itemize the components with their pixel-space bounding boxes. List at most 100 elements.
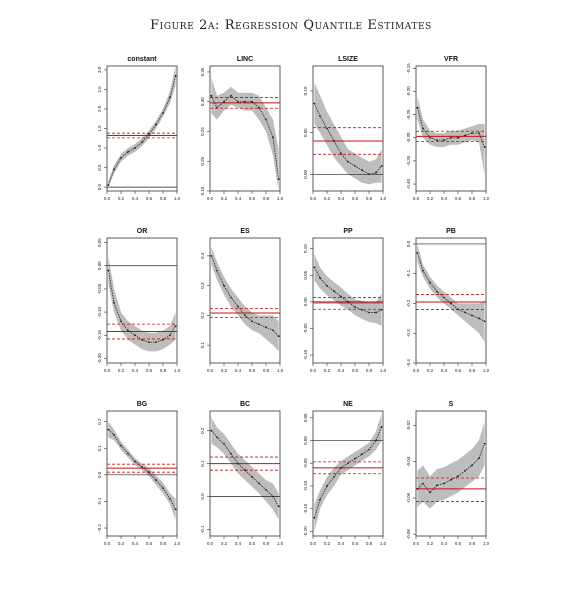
quantile-point xyxy=(443,139,445,142)
y-tick-label: 1.0 xyxy=(97,144,102,151)
y-tick-label: 2.5 xyxy=(97,86,102,93)
quantile-point xyxy=(251,100,253,103)
quantile-point xyxy=(375,311,377,314)
quantile-point xyxy=(354,165,356,167)
x-tick-label: 0.0 xyxy=(413,196,420,201)
y-tick-label: -0.05 xyxy=(303,323,308,334)
x-tick-label: 0.8 xyxy=(469,368,476,373)
x-tick-label: 1.0 xyxy=(174,196,181,201)
quantile-point xyxy=(277,178,280,181)
panel-or: OR -0.20 -0.15 -0.10 -0.05 0.00 0.05 0.0 0.2 0.4 0… xyxy=(97,228,181,373)
y-tick-label: 0.00 xyxy=(303,297,308,306)
quantile-point xyxy=(216,436,218,439)
x-tick-label: 0.4 xyxy=(132,196,139,201)
x-tick-label: 0.2 xyxy=(427,541,434,546)
quantile-point xyxy=(141,141,143,144)
quantile-point xyxy=(333,140,335,142)
quantile-point xyxy=(155,341,157,344)
x-tick-label: 0.8 xyxy=(160,196,167,201)
quantile-point xyxy=(258,106,260,109)
x-tick-label: 0.4 xyxy=(338,368,345,373)
panel-title: VFR xyxy=(444,56,458,63)
x-tick-label: 0.0 xyxy=(310,368,317,373)
quantile-point xyxy=(141,339,143,341)
x-tick-label: 0.2 xyxy=(118,196,125,201)
quantile-point xyxy=(223,443,225,445)
x-tick-label: 0.8 xyxy=(263,368,270,373)
quantile-point xyxy=(113,168,115,171)
quantile-point xyxy=(223,284,225,287)
confidence-band xyxy=(108,421,176,520)
x-tick-label: 0.4 xyxy=(132,541,139,546)
quantile-point xyxy=(429,281,431,284)
quantile-point xyxy=(375,439,377,442)
panel-title: BC xyxy=(240,401,250,408)
quantile-line xyxy=(417,443,486,494)
quantile-point xyxy=(120,444,122,447)
y-tick-label: 0.1 xyxy=(200,342,205,349)
x-tick-label: 0.8 xyxy=(366,196,373,201)
y-tick-label: -0.2 xyxy=(406,299,411,307)
x-tick-label: 1.0 xyxy=(483,368,490,373)
quantile-point xyxy=(326,485,328,487)
confidence-band xyxy=(211,246,279,352)
quantile-point xyxy=(326,127,328,130)
y-tick-label: 0.15 xyxy=(200,186,205,195)
y-tick-label: 0.4 xyxy=(200,252,205,259)
quantile-point xyxy=(340,152,342,155)
quantile-point xyxy=(210,255,213,257)
quantile-point xyxy=(244,469,246,472)
panel-pp: PP -0.10 -0.05 0.00 0.05 0.10 0.0 0.2 0.4 0.6 0.8 1… xyxy=(303,228,387,373)
y-tick-label: 0.05 xyxy=(303,413,308,422)
panel-es: ES 0.1 0.2 0.3 0.4 0.0 0.2 0.4 0.6 0.8 1.0 xyxy=(200,228,284,373)
panel-pb: PB -0.4 -0.3 -0.2 -0.1 0.0 0.0 0.2 0.4 0.6 0.8 1.0 xyxy=(406,228,490,373)
quantile-point xyxy=(127,329,129,332)
y-tick-label: -0.15 xyxy=(406,63,411,74)
plot-frame xyxy=(106,237,178,364)
quantile-point xyxy=(230,452,232,455)
y-tick-label: 0.10 xyxy=(303,244,308,253)
panel-title: OR xyxy=(137,228,148,235)
quantile-point xyxy=(361,169,363,172)
y-tick-label: 0.2 xyxy=(200,312,205,319)
x-tick-label: 0.6 xyxy=(146,368,153,373)
plot-frame xyxy=(106,410,178,537)
quantile-point xyxy=(237,462,239,465)
quantile-point xyxy=(113,434,115,436)
x-tick-label: 1.0 xyxy=(380,368,387,373)
quantile-point xyxy=(380,308,383,311)
quantile-point xyxy=(277,335,280,338)
y-tick-label: -0.20 xyxy=(406,86,411,97)
x-tick-label: 0.0 xyxy=(104,196,111,201)
quantile-point xyxy=(436,290,438,293)
quantile-point xyxy=(272,329,274,332)
x-tick-label: 0.4 xyxy=(338,196,345,201)
panel-title: BG xyxy=(137,401,148,408)
panel-bc: BC -0.1 0.0 0.1 0.2 0.0 0.2 0.4 0.6 0.8 1.0 xyxy=(200,401,284,546)
panel-title: ES xyxy=(240,228,250,235)
quantile-point xyxy=(347,160,349,163)
y-tick-label: -0.05 xyxy=(303,458,308,469)
quantile-point xyxy=(464,134,466,137)
panel-title: NE xyxy=(343,401,353,408)
quantile-point xyxy=(483,442,486,445)
y-tick-label: -0.05 xyxy=(97,283,102,294)
plot-frame xyxy=(312,410,384,537)
quantile-point xyxy=(127,151,129,153)
x-tick-label: 0.0 xyxy=(207,541,214,546)
x-tick-label: 0.4 xyxy=(441,541,448,546)
confidence-band xyxy=(314,254,382,326)
y-tick-label: -0.20 xyxy=(97,353,102,364)
quantile-point xyxy=(127,452,129,455)
panel-lsize: LSIZE 0.00 0.05 0.10 0.0 0.2 0.4 0.6 0.8 1.0 xyxy=(303,56,387,201)
quantile-point xyxy=(148,341,150,344)
quantile-point xyxy=(471,314,473,317)
x-tick-label: 0.4 xyxy=(441,368,448,373)
confidence-band xyxy=(211,417,279,520)
quantile-point xyxy=(368,173,370,176)
y-tick-label: 3.0 xyxy=(97,66,102,73)
y-tick-label: 0.1 xyxy=(97,445,102,452)
y-tick-label: 0.1 xyxy=(200,460,205,467)
quantile-point xyxy=(450,478,452,481)
x-tick-label: 0.8 xyxy=(263,196,270,201)
